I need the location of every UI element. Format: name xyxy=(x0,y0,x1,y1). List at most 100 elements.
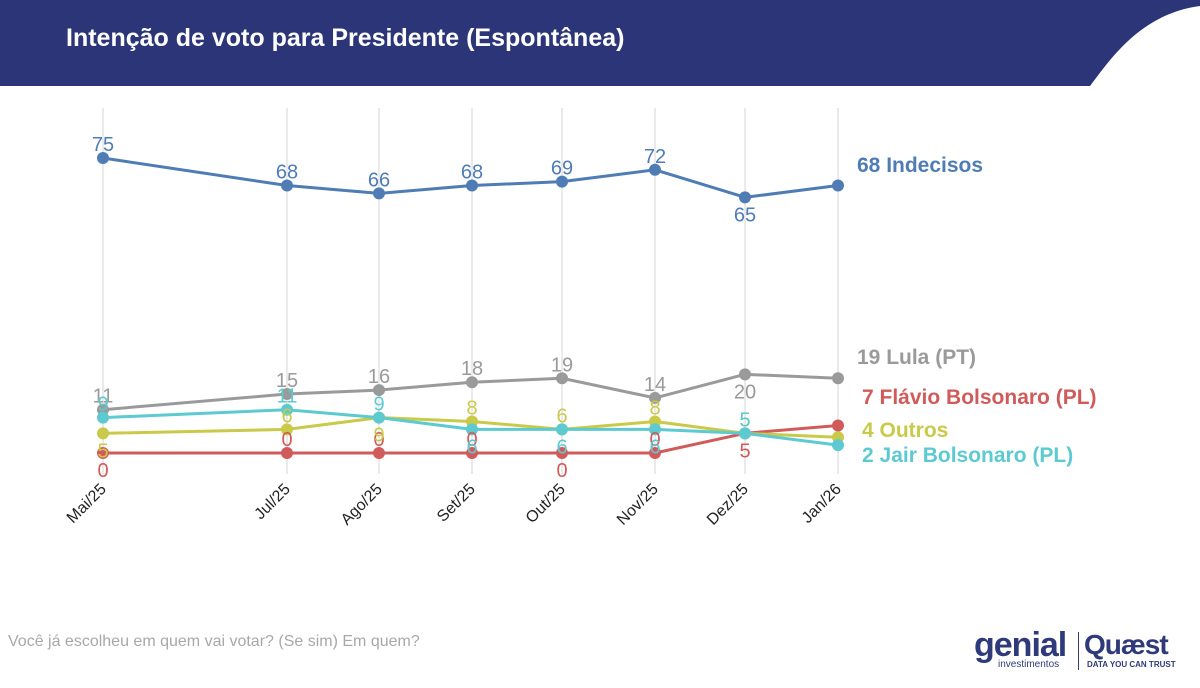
data-point xyxy=(281,388,293,400)
data-label: 6 xyxy=(466,436,477,458)
x-tick-label: Nov/25 xyxy=(614,481,662,529)
data-point xyxy=(556,372,568,385)
quaest-logo: Quæst xyxy=(1084,629,1169,660)
series-end-label: 4 Outros xyxy=(862,419,948,442)
data-label: 16 xyxy=(368,366,390,388)
data-label: 0 xyxy=(466,429,477,451)
data-point xyxy=(739,191,751,204)
series-end-label: 2 Jair Bolsonaro (PL) xyxy=(862,444,1073,467)
x-tick-label: Set/25 xyxy=(434,481,479,526)
data-label: 9 xyxy=(373,394,384,416)
x-tick-label: Jul/25 xyxy=(252,481,294,523)
data-label: 0 xyxy=(373,429,384,451)
data-point xyxy=(649,163,661,176)
data-label: 5 xyxy=(739,409,750,431)
data-label: 5 xyxy=(739,409,750,431)
data-label: 8 xyxy=(649,398,660,420)
data-label: 66 xyxy=(368,169,390,191)
data-point xyxy=(466,179,478,192)
series-line xyxy=(102,372,839,412)
data-label: 5 xyxy=(739,440,750,462)
series-line xyxy=(103,423,839,455)
data-point xyxy=(373,411,385,424)
data-label: 19 xyxy=(551,354,573,376)
data-label: 65 xyxy=(734,204,756,226)
data-point xyxy=(556,423,568,436)
x-tick-label: Ago/25 xyxy=(338,481,386,529)
data-points xyxy=(97,152,844,459)
page-title: Intenção de voto para Presidente (Espont… xyxy=(66,24,625,52)
quaest-logo-tagline: DATA YOU CAN TRUST xyxy=(1087,660,1176,669)
data-point xyxy=(281,403,293,416)
data-label: 6 xyxy=(556,405,567,427)
data-label: 14 xyxy=(644,374,666,396)
data-label: 0 xyxy=(556,460,567,482)
data-point xyxy=(97,411,109,424)
data-label: 11 xyxy=(277,386,298,408)
data-point xyxy=(373,187,385,200)
header-band xyxy=(0,0,1200,86)
data-point xyxy=(466,376,478,389)
data-label: 0 xyxy=(97,460,108,482)
data-point xyxy=(739,427,751,440)
series-end-label: 68 Indecisos xyxy=(857,154,983,177)
series-line xyxy=(102,408,839,447)
data-point xyxy=(556,175,568,188)
data-point xyxy=(832,419,844,432)
data-point xyxy=(649,423,661,436)
data-point xyxy=(649,447,661,459)
data-label: 68 xyxy=(276,162,298,184)
data-label: 5 xyxy=(97,440,108,462)
data-point xyxy=(97,447,109,459)
x-tick-label: Mai/25 xyxy=(64,481,110,527)
data-label: 20 xyxy=(734,381,756,403)
data-label: 72 xyxy=(644,146,666,168)
data-label: 11 xyxy=(93,386,114,408)
x-tick-label: Out/25 xyxy=(523,481,569,527)
data-label: 9 xyxy=(373,425,384,447)
x-axis-tick-labels: Mai/25 Jul/25 Ago/25 Set/25 Out/25 Nov/25 Dez/… xyxy=(64,481,845,529)
x-tick-label: Dez/25 xyxy=(704,481,752,529)
data-label: 68 xyxy=(461,162,483,184)
data-point xyxy=(466,423,478,436)
data-label: 6 xyxy=(281,405,292,427)
data-label: 8 xyxy=(466,398,477,420)
data-label: 9 xyxy=(97,394,108,416)
series-end-label: 7 Flávio Bolsonaro (PL) xyxy=(862,386,1097,409)
data-point xyxy=(466,447,478,459)
header-background xyxy=(0,0,1200,86)
data-point xyxy=(556,447,568,459)
data-point xyxy=(281,447,293,459)
data-label: 75 xyxy=(92,134,114,156)
data-point xyxy=(281,423,293,436)
data-point xyxy=(832,179,844,192)
series-end-label: 19 Lula (PT) xyxy=(857,346,976,369)
data-point xyxy=(97,152,109,164)
data-label: 15 xyxy=(276,370,298,392)
data-point xyxy=(373,384,385,397)
data-label: 0 xyxy=(281,429,292,451)
data-point xyxy=(739,368,751,381)
data-label: 6 xyxy=(556,436,567,458)
data-point xyxy=(649,391,661,404)
series-lines xyxy=(102,156,839,455)
genial-logo: genial xyxy=(974,626,1067,664)
genial-logo-subtitle: investimentos xyxy=(998,659,1060,670)
data-point xyxy=(832,372,844,385)
data-label: 0 xyxy=(649,429,660,451)
logos: genial investimentos Quæst DATA YOU CAN … xyxy=(968,626,1184,676)
data-label: 69 xyxy=(551,158,573,180)
series-end-labels: 68 Indecisos 19 Lula (PT) 7 Flávio Bolsona… xyxy=(857,154,1097,467)
series-line xyxy=(102,156,839,199)
data-label: 18 xyxy=(461,358,483,380)
data-point xyxy=(281,179,293,192)
data-label: 6 xyxy=(649,436,660,458)
survey-question-footnote: Você já escolheu em quem vai votar? (Se … xyxy=(8,633,420,650)
data-point xyxy=(832,439,844,452)
x-tick-label: Jan/26 xyxy=(799,481,845,527)
data-point xyxy=(373,447,385,459)
data-point xyxy=(97,427,109,440)
logo-divider xyxy=(1078,632,1079,670)
